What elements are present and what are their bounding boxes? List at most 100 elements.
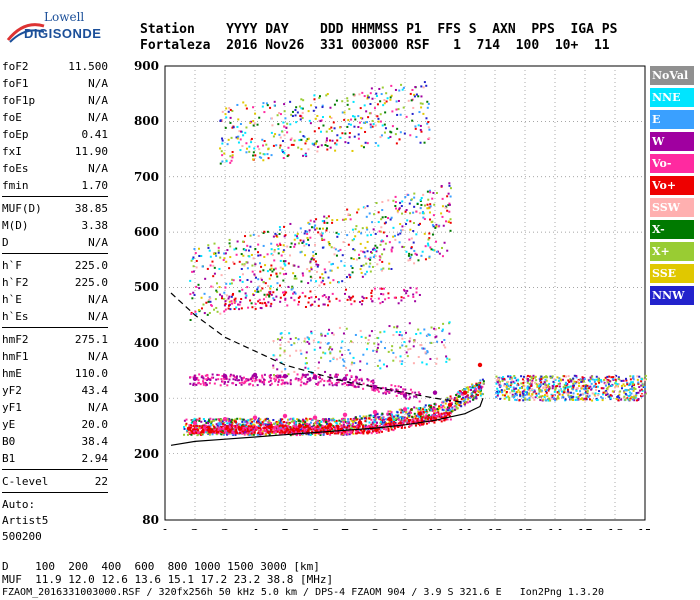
echo-point: [277, 247, 280, 250]
echo-point: [453, 405, 456, 408]
echo-point: [392, 351, 395, 354]
echo-point: [310, 104, 313, 107]
divider: [2, 196, 108, 197]
parameter-value: N/A: [88, 401, 108, 414]
echo-point: [191, 270, 194, 273]
echo-point: [394, 195, 397, 198]
echo-point: [397, 385, 400, 388]
echo-point: [314, 295, 317, 298]
echo-point: [415, 253, 418, 256]
echo-point: [474, 388, 477, 391]
echo-point: [185, 418, 188, 421]
echo-point: [615, 374, 618, 377]
echo-point: [294, 425, 297, 428]
echo-point: [229, 282, 232, 285]
echo-point: [306, 419, 309, 422]
echo-point: [417, 355, 420, 358]
echo-point: [342, 241, 345, 244]
echo-point: [224, 126, 227, 129]
echo-point: [421, 210, 424, 213]
echo-point: [257, 251, 260, 254]
echo-point: [249, 419, 252, 422]
echo-point: [349, 276, 352, 279]
echo-point: [403, 416, 406, 419]
echo-point: [411, 112, 414, 115]
echo-point: [613, 375, 616, 378]
echo-point: [511, 393, 514, 396]
echo-point: [544, 385, 547, 388]
echo-point: [583, 378, 586, 381]
echo-point: [341, 383, 344, 386]
echo-point: [546, 376, 549, 379]
echo-point: [328, 243, 331, 246]
echo-point: [432, 191, 435, 194]
echo-point: [426, 100, 429, 103]
echo-point: [289, 254, 292, 257]
logo-swoosh-icon: [6, 23, 45, 43]
echo-point: [195, 266, 198, 269]
echo-point: [376, 336, 379, 339]
echo-point: [244, 431, 247, 434]
echo-point: [357, 126, 360, 129]
echo-point: [565, 384, 568, 387]
echo-point: [213, 242, 216, 245]
echo-point: [341, 340, 344, 343]
echo-point: [290, 143, 293, 146]
echo-point: [304, 366, 307, 369]
echo-point: [267, 380, 270, 383]
echo-point: [401, 409, 404, 412]
echo-point: [496, 387, 499, 390]
echo-point: [202, 382, 205, 385]
echo-point: [186, 433, 189, 436]
echo-point: [364, 256, 367, 259]
echo-point: [501, 394, 504, 397]
echo-point: [261, 421, 264, 424]
echo-point: [424, 245, 427, 248]
echo-point: [371, 430, 374, 433]
echo-point: [445, 400, 448, 403]
echo-point: [479, 388, 482, 391]
echo-point: [412, 339, 415, 342]
echo-point: [455, 393, 458, 396]
echo-point: [252, 384, 255, 387]
echo-point: [209, 297, 212, 300]
echo-point: [400, 334, 403, 337]
echo-point: [227, 420, 230, 423]
echo-point: [279, 296, 282, 299]
echo-point: [370, 427, 373, 430]
echo-point: [306, 431, 309, 434]
echo-point: [372, 416, 375, 419]
echo-point: [622, 379, 625, 382]
echo-point: [277, 376, 280, 379]
echo-point: [270, 377, 273, 380]
echo-point: [527, 379, 530, 382]
x-tick-label: 7: [341, 527, 349, 530]
echo-point: [399, 391, 402, 394]
echo-point: [632, 396, 635, 399]
echo-point: [253, 122, 256, 125]
echo-point: [392, 417, 395, 420]
echo-point: [311, 377, 314, 380]
echo-point: [509, 377, 512, 380]
echo-point: [315, 421, 318, 424]
echo-point: [339, 136, 342, 139]
echo-point: [379, 256, 382, 259]
parameter-name: foF1p: [2, 94, 36, 107]
echo-point: [331, 262, 334, 265]
echo-point: [280, 379, 283, 382]
echo-point: [284, 260, 287, 263]
echo-point: [281, 382, 284, 385]
echo-point: [506, 387, 509, 390]
echo-point: [340, 346, 343, 349]
echo-point: [365, 270, 368, 273]
echo-point: [323, 379, 326, 382]
echo-point: [419, 415, 422, 418]
echo-point: [381, 421, 384, 424]
echo-point: [328, 115, 331, 118]
echo-point: [460, 405, 463, 408]
echo-point: [294, 336, 297, 339]
echo-point: [450, 410, 453, 413]
echo-point: [513, 382, 516, 385]
echo-point: [616, 396, 619, 399]
echo-point: [389, 130, 392, 133]
